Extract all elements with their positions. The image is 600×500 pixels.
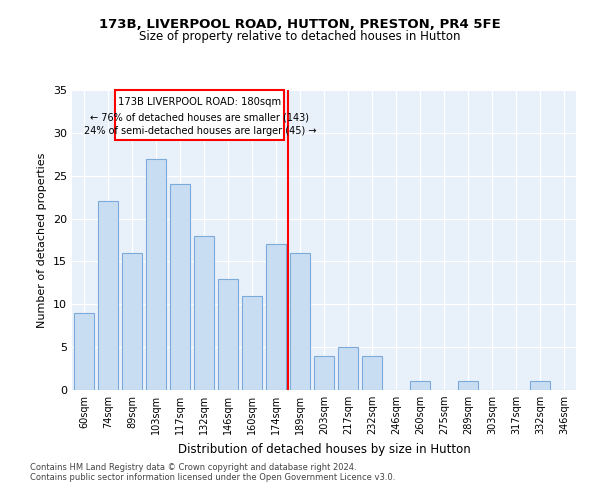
Text: Contains HM Land Registry data © Crown copyright and database right 2024.: Contains HM Land Registry data © Crown c… [30, 464, 356, 472]
Bar [98, 202, 118, 390]
Bar [194, 236, 214, 390]
Bar [458, 382, 478, 390]
Text: ← 76% of detached houses are smaller (143): ← 76% of detached houses are smaller (14… [91, 112, 310, 122]
Text: 173B, LIVERPOOL ROAD, HUTTON, PRESTON, PR4 5FE: 173B, LIVERPOOL ROAD, HUTTON, PRESTON, P… [99, 18, 501, 30]
Text: 24% of semi-detached houses are larger (45) →: 24% of semi-detached houses are larger (… [83, 126, 316, 136]
Bar [410, 382, 430, 390]
Bar [74, 313, 94, 390]
Bar [146, 158, 166, 390]
Y-axis label: Number of detached properties: Number of detached properties [37, 152, 47, 328]
Text: Contains public sector information licensed under the Open Government Licence v3: Contains public sector information licen… [30, 474, 395, 482]
Bar [290, 253, 310, 390]
X-axis label: Distribution of detached houses by size in Hutton: Distribution of detached houses by size … [178, 442, 470, 456]
Bar [314, 356, 334, 390]
Text: 173B LIVERPOOL ROAD: 180sqm: 173B LIVERPOOL ROAD: 180sqm [118, 97, 281, 107]
Bar [242, 296, 262, 390]
Bar [122, 253, 142, 390]
Bar [362, 356, 382, 390]
Text: Size of property relative to detached houses in Hutton: Size of property relative to detached ho… [139, 30, 461, 43]
Bar [218, 278, 238, 390]
Bar [170, 184, 190, 390]
Bar [266, 244, 286, 390]
Bar [338, 347, 358, 390]
Bar [530, 382, 550, 390]
FancyBboxPatch shape [115, 90, 284, 140]
